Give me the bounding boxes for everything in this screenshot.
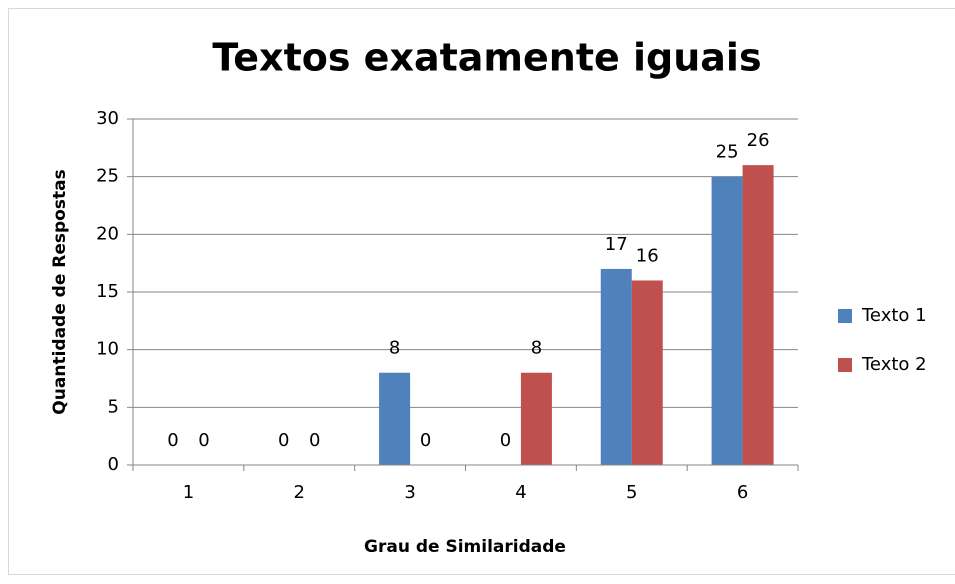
data-label: 17 bbox=[605, 234, 628, 255]
x-tick-label: 3 bbox=[404, 482, 415, 503]
x-tick-label: 4 bbox=[515, 482, 526, 503]
x-tick-label: 1 bbox=[183, 482, 194, 503]
bar bbox=[379, 372, 411, 465]
legend-label: Texto 1 bbox=[861, 305, 927, 326]
data-label: 0 bbox=[309, 430, 320, 451]
legend-label: Texto 2 bbox=[861, 354, 927, 375]
bar bbox=[520, 372, 552, 465]
chart-title: Textos exatamente iguais bbox=[212, 36, 761, 80]
x-tick-label: 2 bbox=[294, 482, 305, 503]
bar bbox=[711, 176, 743, 465]
bar bbox=[600, 268, 632, 465]
data-label: 8 bbox=[389, 338, 400, 359]
data-label: 0 bbox=[198, 430, 209, 451]
x-tick-label: 5 bbox=[626, 482, 637, 503]
legend-swatch bbox=[838, 358, 852, 372]
bar bbox=[631, 280, 663, 465]
y-tick-label: 25 bbox=[96, 166, 119, 187]
y-tick-label: 30 bbox=[96, 108, 119, 129]
y-tick-label: 5 bbox=[108, 396, 119, 417]
y-axis-label: Quantidade de Respostas bbox=[50, 169, 70, 414]
data-label: 25 bbox=[716, 142, 739, 163]
y-tick-label: 20 bbox=[96, 223, 119, 244]
data-label: 16 bbox=[636, 245, 659, 266]
legend-swatch bbox=[838, 309, 852, 323]
data-label: 0 bbox=[500, 430, 511, 451]
y-tick-label: 0 bbox=[108, 454, 119, 475]
data-label: 8 bbox=[531, 338, 542, 359]
data-label: 0 bbox=[278, 430, 289, 451]
bar bbox=[742, 165, 774, 465]
data-label: 26 bbox=[747, 130, 770, 151]
x-axis-label: Grau de Similaridade bbox=[364, 537, 566, 557]
x-tick-label: 6 bbox=[737, 482, 748, 503]
data-label: 0 bbox=[420, 430, 431, 451]
y-tick-label: 10 bbox=[96, 339, 119, 360]
data-label: 0 bbox=[167, 430, 178, 451]
y-tick-label: 15 bbox=[96, 281, 119, 302]
